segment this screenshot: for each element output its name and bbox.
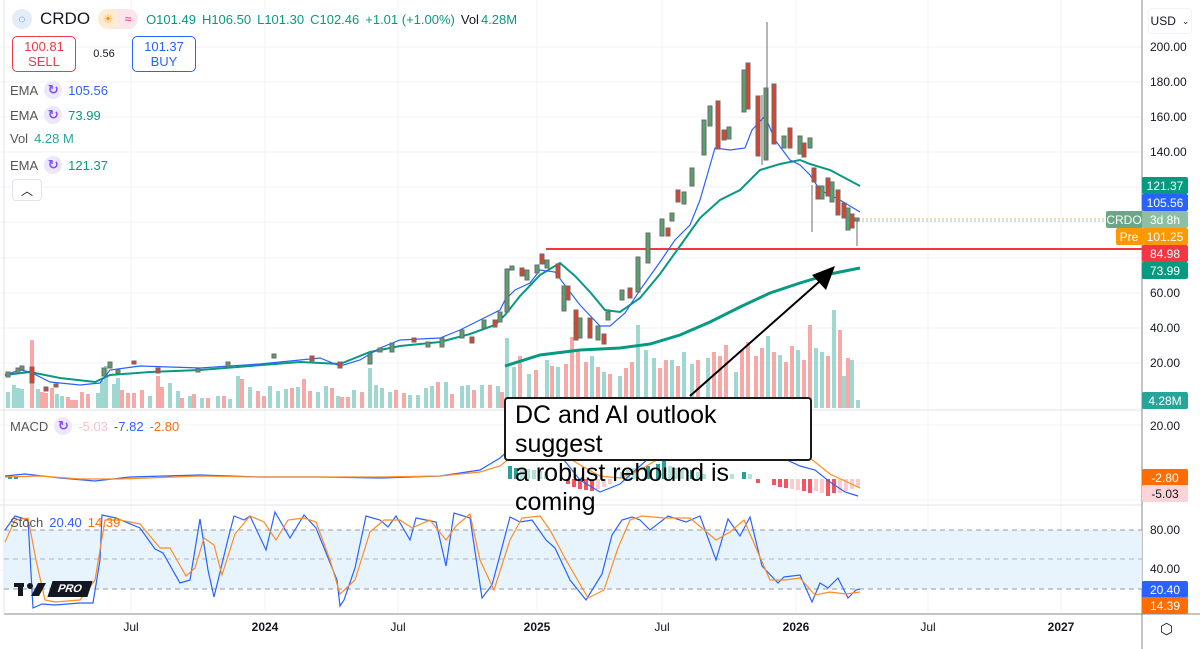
annotation-callout[interactable]: DC and AI outlook suggest a robust rebou… bbox=[504, 397, 812, 516]
vol-legend[interactable]: Vol 4.28 M bbox=[10, 131, 74, 146]
candlesticks bbox=[5, 22, 860, 392]
ema-value: 73.99 bbox=[68, 107, 101, 123]
price-tick: 200.00 bbox=[1150, 40, 1187, 54]
volume-price-label: 4.28M bbox=[1142, 392, 1188, 409]
price-tick: 180.00 bbox=[1150, 75, 1187, 89]
ema-long-price-label: 121.37 bbox=[1142, 177, 1188, 194]
macd-signal-label: -2.80 bbox=[1142, 469, 1188, 486]
annotation-line-1: DC and AI outlook suggest bbox=[515, 401, 717, 458]
macd-histogram-value: -5.03 bbox=[78, 418, 108, 434]
price-tick: 40.00 bbox=[1150, 321, 1181, 335]
time-tick: Jul bbox=[920, 620, 936, 634]
tv-logo-icon bbox=[14, 583, 46, 596]
time-tick: Jul bbox=[123, 620, 139, 634]
buy-label: BUY bbox=[150, 54, 178, 69]
pro-badge: PRO bbox=[47, 581, 93, 597]
price-tick: 60.00 bbox=[1150, 286, 1181, 300]
stoch-k-value: 20.40 bbox=[49, 515, 82, 530]
ema-value: 121.37 bbox=[68, 157, 108, 173]
session-badges[interactable]: ☀ ≈ bbox=[98, 9, 139, 29]
spread-value: 0.56 bbox=[93, 48, 115, 60]
close-value: C102.46 bbox=[310, 11, 360, 27]
ema-label: EMA bbox=[10, 82, 39, 98]
ema-value: 105.56 bbox=[68, 82, 108, 98]
crdo-logo-icon: ◌ bbox=[12, 9, 32, 29]
currency-label: USD bbox=[1150, 14, 1176, 28]
sell-button[interactable]: 100.81 SELL bbox=[12, 36, 76, 72]
low-value: L101.30 bbox=[257, 11, 305, 27]
stoch-tick: 40.00 bbox=[1150, 562, 1181, 576]
symbol-header: ◌ CRDO ☀ ≈ O101.49 H106.50 L101.30 C102.… bbox=[12, 9, 517, 29]
volume-value: 4.28M bbox=[480, 11, 518, 27]
ema-legend-2[interactable]: EMA ↻ 73.99 bbox=[10, 106, 101, 124]
volume-bars bbox=[6, 310, 860, 408]
ema-label: EMA bbox=[10, 157, 39, 173]
price-tick: 160.00 bbox=[1150, 110, 1187, 124]
symbol-price-tag: CRDO bbox=[1106, 211, 1142, 228]
premarket-price-label: 101.25 bbox=[1142, 228, 1188, 245]
macd-histogram-label: -5.03 bbox=[1142, 485, 1188, 502]
macd-legend[interactable]: MACD ↻ -5.03 -7.82 -2.80 bbox=[10, 417, 179, 435]
time-tick: Jul bbox=[390, 620, 406, 634]
stoch-d-label: 14.39 bbox=[1142, 597, 1188, 614]
macd-line-value: -7.82 bbox=[113, 418, 144, 434]
chevron-up-icon: ︿ bbox=[20, 183, 33, 198]
macd-signal-value: -2.80 bbox=[149, 418, 180, 434]
time-tick: 2024 bbox=[251, 620, 279, 634]
ema-short-price-label: 105.56 bbox=[1142, 194, 1188, 211]
currency-selector[interactable]: USD ⌄ bbox=[1148, 8, 1192, 34]
ema-label: EMA bbox=[10, 107, 39, 123]
ema-short-line bbox=[4, 114, 861, 386]
cycle-icon[interactable]: ↻ bbox=[54, 417, 73, 435]
stoch-label: Stoch bbox=[10, 515, 44, 530]
sell-label: SELL bbox=[28, 54, 60, 69]
cycle-icon[interactable]: ↻ bbox=[44, 106, 63, 124]
ema-legend-1[interactable]: EMA ↻ 105.56 bbox=[10, 81, 108, 99]
change-value: +1.01 (+1.00%) bbox=[365, 11, 455, 27]
buy-price: 101.37 bbox=[144, 39, 184, 54]
stoch-legend[interactable]: Stoch 20.40 14.39 bbox=[10, 515, 120, 530]
price-tick: 20.00 bbox=[1150, 356, 1181, 370]
ema-mid-line bbox=[4, 158, 861, 384]
countdown-label: 3d 8h bbox=[1142, 211, 1188, 228]
trade-panel: 100.81 SELL 0.56 101.37 BUY bbox=[12, 36, 196, 72]
sell-price: 100.81 bbox=[24, 39, 64, 54]
high-value: H106.50 bbox=[201, 11, 252, 27]
stoch-k-label: 20.40 bbox=[1142, 581, 1188, 598]
macd-tick: 20.00 bbox=[1150, 419, 1181, 433]
annotation-line-2: a robust rebound is coming bbox=[515, 459, 730, 516]
stoch-d-value: 14.39 bbox=[87, 515, 121, 530]
vol-label: Vol bbox=[10, 131, 29, 146]
collapse-legend-button[interactable]: ︿ bbox=[12, 179, 42, 201]
buy-button[interactable]: 101.37 BUY bbox=[132, 36, 196, 72]
macd-label: MACD bbox=[10, 418, 49, 434]
open-value: O101.49 bbox=[146, 11, 196, 27]
symbol-name[interactable]: CRDO bbox=[40, 9, 91, 28]
ema-legend-3[interactable]: EMA ↻ 121.37 bbox=[10, 156, 108, 174]
time-tick: 2026 bbox=[782, 620, 810, 634]
time-tick: Jul bbox=[654, 620, 670, 634]
stoch-tick: 80.00 bbox=[1150, 523, 1181, 537]
ema-long-line bbox=[504, 266, 861, 368]
time-tick: 2027 bbox=[1047, 620, 1075, 634]
ohlc-values: O101.49 H106.50 L101.30 C102.46 +1.01 (+… bbox=[146, 12, 517, 27]
cycle-icon[interactable]: ↻ bbox=[44, 156, 63, 174]
cycle-icon[interactable]: ↻ bbox=[44, 81, 63, 99]
premarket-tag: Pre bbox=[1116, 228, 1142, 245]
settings-hex-icon[interactable]: ⬡ bbox=[1160, 621, 1174, 638]
waves-icon[interactable]: ≈ bbox=[118, 9, 139, 29]
price-tick: 140.00 bbox=[1150, 145, 1187, 159]
sun-icon[interactable]: ☀ bbox=[98, 9, 119, 29]
volume-label: Vol bbox=[460, 11, 479, 27]
tradingview-logo[interactable]: PRO bbox=[14, 581, 93, 597]
vol-value: 4.28 M bbox=[34, 131, 74, 146]
chevron-down-icon: ⌄ bbox=[1181, 15, 1190, 26]
time-tick: 2025 bbox=[523, 620, 551, 634]
ema-200-price-label: 73.99 bbox=[1142, 262, 1188, 279]
support-price-label: 84.98 bbox=[1142, 245, 1188, 262]
